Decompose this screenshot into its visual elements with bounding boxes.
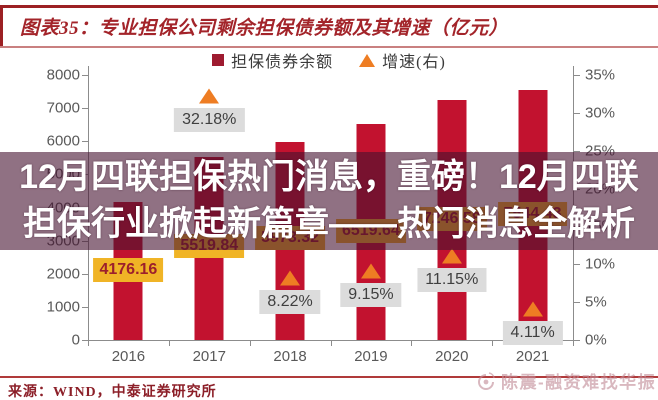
- legend-label-bond-balance: 担保债券余额: [231, 54, 334, 71]
- headline-overlay-band: 12月四联担保热门消息，重磅！12月四联 担保行业掀起新篇章——热门消息全解析: [0, 152, 658, 250]
- growth-marker-icon-2017: [199, 88, 220, 104]
- growth-marker-icon-2021: [522, 301, 543, 317]
- legend-item-bond-balance: 担保债券余额: [212, 48, 333, 72]
- x-tick-label-2016: 2016: [111, 348, 146, 365]
- right-axis-tick: [574, 264, 580, 266]
- left-axis-label: 7000: [46, 99, 80, 117]
- growth-value-label-2017: 32.18%: [174, 108, 245, 133]
- x-axis-tick: [492, 340, 494, 346]
- right-axis-label: 10%: [585, 255, 616, 273]
- growth-value-label-2021: 4.11%: [502, 320, 563, 345]
- headline-line-2: 担保行业掀起新篇章——热门消息全解析: [23, 205, 635, 243]
- right-axis-tick: [574, 75, 580, 76]
- figure-title-block: 图表35：专业担保公司剩余担保债券额及其增速（亿元）: [0, 5, 658, 48]
- x-axis-tick: [411, 340, 413, 346]
- growth-value-label-2019: 9.15%: [340, 282, 402, 307]
- bar-series-swatch-icon: [212, 54, 225, 66]
- x-tick-label-2020: 2020: [435, 348, 469, 365]
- growth-marker-icon-2018: [280, 270, 301, 286]
- figure-title: 图表35：专业担保公司剩余担保债券额及其增速（亿元）: [20, 18, 509, 39]
- left-axis-label: 8000: [46, 66, 80, 84]
- left-axis-tick: [82, 108, 88, 110]
- x-axis-tick: [330, 340, 332, 346]
- x-axis-tick: [573, 340, 574, 346]
- legend-item-growth-rate: 增速(右): [359, 48, 446, 72]
- source-note: 来源：WIND，中泰证券研究所: [8, 385, 217, 400]
- right-axis-label: 35%: [585, 66, 616, 84]
- watermark-text: 陈震-融资难找华振: [501, 373, 657, 392]
- growth-marker-icon-2019: [360, 263, 381, 279]
- x-axis-tick: [88, 340, 89, 346]
- legend-label-growth-rate: 增速(右): [382, 54, 446, 71]
- growth-value-label-2020: 11.15%: [417, 267, 487, 292]
- growth-value-label-2018: 8.22%: [259, 289, 321, 314]
- right-axis-tick: [574, 302, 580, 304]
- left-axis-label: 0: [71, 331, 80, 349]
- left-axis-tick: [82, 141, 88, 143]
- growth-marker-icon-2020: [441, 248, 462, 264]
- x-axis-tick: [249, 340, 251, 346]
- footer-divider-line: [0, 376, 658, 378]
- right-axis-label: 5%: [585, 293, 607, 311]
- bar-value-label-2016: 4176.16: [93, 258, 164, 282]
- x-tick-label-2017: 2017: [192, 348, 226, 365]
- left-axis-tick: [82, 273, 88, 275]
- left-axis-tick: [82, 306, 88, 308]
- triangle-series-swatch-icon: [359, 53, 376, 67]
- left-axis-tick: [82, 75, 88, 76]
- weibo-logo-icon: [478, 371, 495, 390]
- right-axis-tick: [574, 150, 580, 152]
- headline-line-1: 12月四联担保热门消息，重磅！12月四联: [19, 158, 639, 196]
- watermark: 陈震-融资难找华振: [474, 368, 656, 393]
- right-axis-tick: [574, 112, 580, 114]
- left-axis-tick: [82, 340, 88, 341]
- right-axis-label: 30%: [585, 104, 616, 122]
- x-axis-tick: [168, 340, 170, 346]
- left-axis-label: 2000: [46, 265, 80, 283]
- right-axis-tick: [574, 340, 580, 341]
- x-tick-label-2019: 2019: [354, 348, 388, 365]
- right-axis-label: 0%: [585, 331, 607, 349]
- chart-legend: 担保债券余额 增速(右): [0, 48, 658, 72]
- x-tick-label-2018: 2018: [273, 348, 307, 365]
- x-tick-label-2021: 2021: [515, 348, 550, 365]
- left-axis-label: 1000: [46, 298, 80, 316]
- left-axis-label: 6000: [46, 132, 80, 150]
